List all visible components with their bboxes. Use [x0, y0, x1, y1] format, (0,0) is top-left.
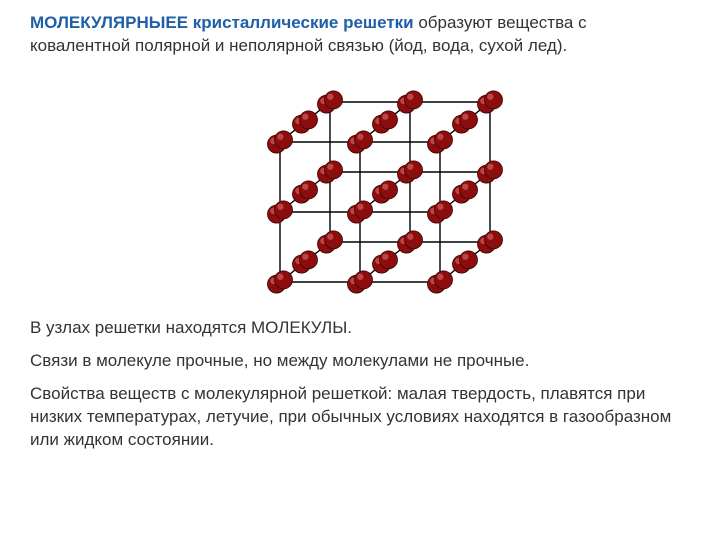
heading: МОЛЕКУЛЯРНЫЕЕ кристаллические решетки об…	[30, 12, 690, 58]
heading-bold: МОЛЕКУЛЯРНЫЕЕ кристаллические решетки	[30, 13, 414, 32]
slide: МОЛЕКУЛЯРНЫЕЕ кристаллические решетки об…	[0, 0, 720, 540]
lattice-diagram	[30, 62, 690, 307]
paragraph-1: В узлах решетки находятся МОЛЕКУЛЫ.	[30, 317, 690, 340]
paragraph-2: Связи в молекуле прочные, но между молек…	[30, 350, 690, 373]
paragraph-3: Свойства веществ с молекулярной решеткой…	[30, 383, 690, 452]
lattice-svg	[210, 62, 510, 302]
